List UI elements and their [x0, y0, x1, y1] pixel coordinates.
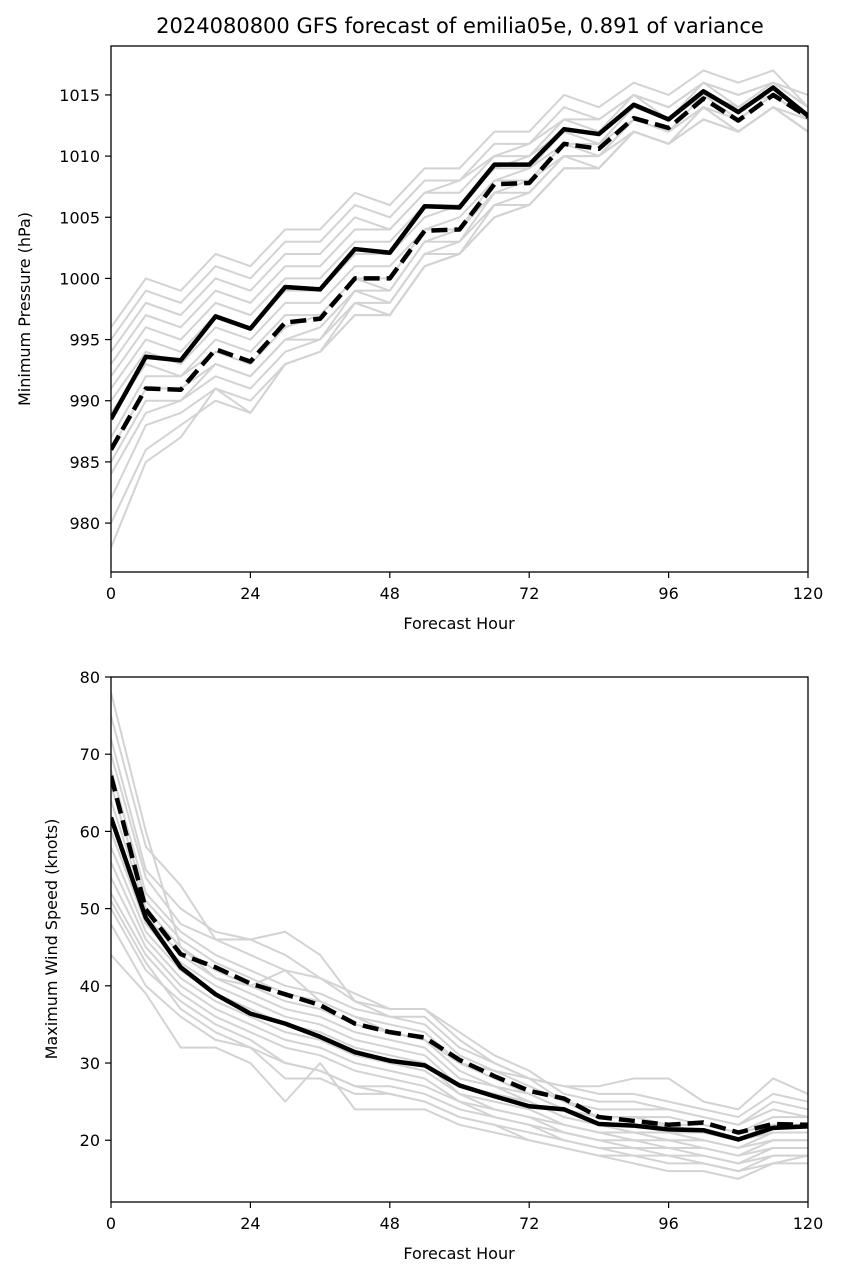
- wind-ensemble-member-line: [111, 738, 808, 1126]
- chart-title: 2024080800 GFS forecast of emilia05e, 0.…: [156, 14, 764, 38]
- pressure-x-tick-label: 24: [240, 584, 260, 603]
- pressure-ensemble-member-line: [111, 106, 808, 548]
- wind-x-tick-label: 120: [793, 1214, 824, 1233]
- pressure-dashed-line: [111, 92, 808, 451]
- wind-y-tick-label: 40: [80, 977, 100, 996]
- pressure-ensemble-member-line: [111, 81, 808, 341]
- pressure-ensemble-member-line: [111, 69, 808, 328]
- wind-panel: 0 24 48 72 96 120 20 30 40 50 60 70 80: [80, 668, 824, 1233]
- pressure-y-tick-label: 1005: [59, 208, 100, 227]
- wind-x-tick-label: 96: [658, 1214, 678, 1233]
- wind-ensemble-member-line: [111, 846, 808, 1149]
- wind-ensemble-member-line: [111, 954, 808, 1180]
- wind-solid-line: [111, 816, 808, 1142]
- pressure-y-tick-label: 985: [69, 453, 100, 472]
- wind-ensemble-member-line: [111, 900, 808, 1173]
- wind-plot-area: [111, 692, 808, 1180]
- wind-axes-frame: [110, 676, 809, 1203]
- wind-ensemble-member-line: [111, 753, 808, 1126]
- pressure-axes-frame: [110, 45, 809, 573]
- pressure-x-tick-label: 48: [380, 584, 400, 603]
- pressure-solid-line: [111, 85, 808, 421]
- wind-ensemble-member-line: [111, 815, 808, 1142]
- pressure-ensemble-member-line: [111, 106, 808, 463]
- pressure-x-tick-label: 120: [793, 584, 824, 603]
- pressure-y-tick-label: 980: [69, 514, 100, 533]
- pressure-ensemble-member-line: [111, 81, 808, 353]
- wind-ensemble-member-line: [111, 715, 808, 1119]
- wind-x-axis-label: Forecast Hour: [403, 1244, 515, 1263]
- pressure-x-tick-label: 0: [106, 584, 116, 603]
- wind-y-tick-label: 20: [80, 1131, 100, 1150]
- wind-y-axis-label: Maximum Wind Speed (knots): [42, 819, 61, 1060]
- wind-x-tick-label: 72: [519, 1214, 539, 1233]
- wind-ensemble-member-line: [111, 784, 808, 1134]
- pressure-y-tick-label: 1000: [59, 269, 100, 288]
- pressure-x-axis-label: Forecast Hour: [403, 614, 515, 633]
- pressure-y-tick-label: 990: [69, 392, 100, 411]
- wind-y-tick-label: 50: [80, 900, 100, 919]
- pressure-plot-area: [111, 69, 808, 548]
- wind-y-tick-label: 30: [80, 1054, 100, 1073]
- wind-ensemble-member-line: [111, 861, 808, 1157]
- pressure-y-axis-label: Minimum Pressure (hPa): [15, 212, 34, 406]
- wind-y-tick-label: 70: [80, 745, 100, 764]
- pressure-ensemble-member-line: [111, 81, 808, 365]
- pressure-y-tick-label: 995: [69, 331, 100, 350]
- wind-x-tick-label: 0: [106, 1214, 116, 1233]
- wind-ensemble-member-line: [111, 892, 808, 1165]
- pressure-ensemble-member-line: [111, 93, 808, 402]
- pressure-y-tick-label: 1010: [59, 147, 100, 166]
- pressure-x-tick-label: 72: [519, 584, 539, 603]
- wind-ensemble-member-line: [111, 800, 808, 1142]
- wind-x-tick-label: 24: [240, 1214, 260, 1233]
- wind-x-tick-label: 48: [380, 1214, 400, 1233]
- pressure-panel: 0 24 48 72 96 120 980 985 990 995 1000 1005 1010 1015: [59, 45, 824, 603]
- pressure-x-tick-label: 96: [658, 584, 678, 603]
- wind-y-tick-label: 80: [80, 668, 100, 687]
- pressure-y-tick-label: 1015: [59, 86, 100, 105]
- wind-dashed-line: [111, 775, 808, 1135]
- wind-y-tick-label: 60: [80, 822, 100, 841]
- wind-ensemble-member-line: [111, 908, 808, 1165]
